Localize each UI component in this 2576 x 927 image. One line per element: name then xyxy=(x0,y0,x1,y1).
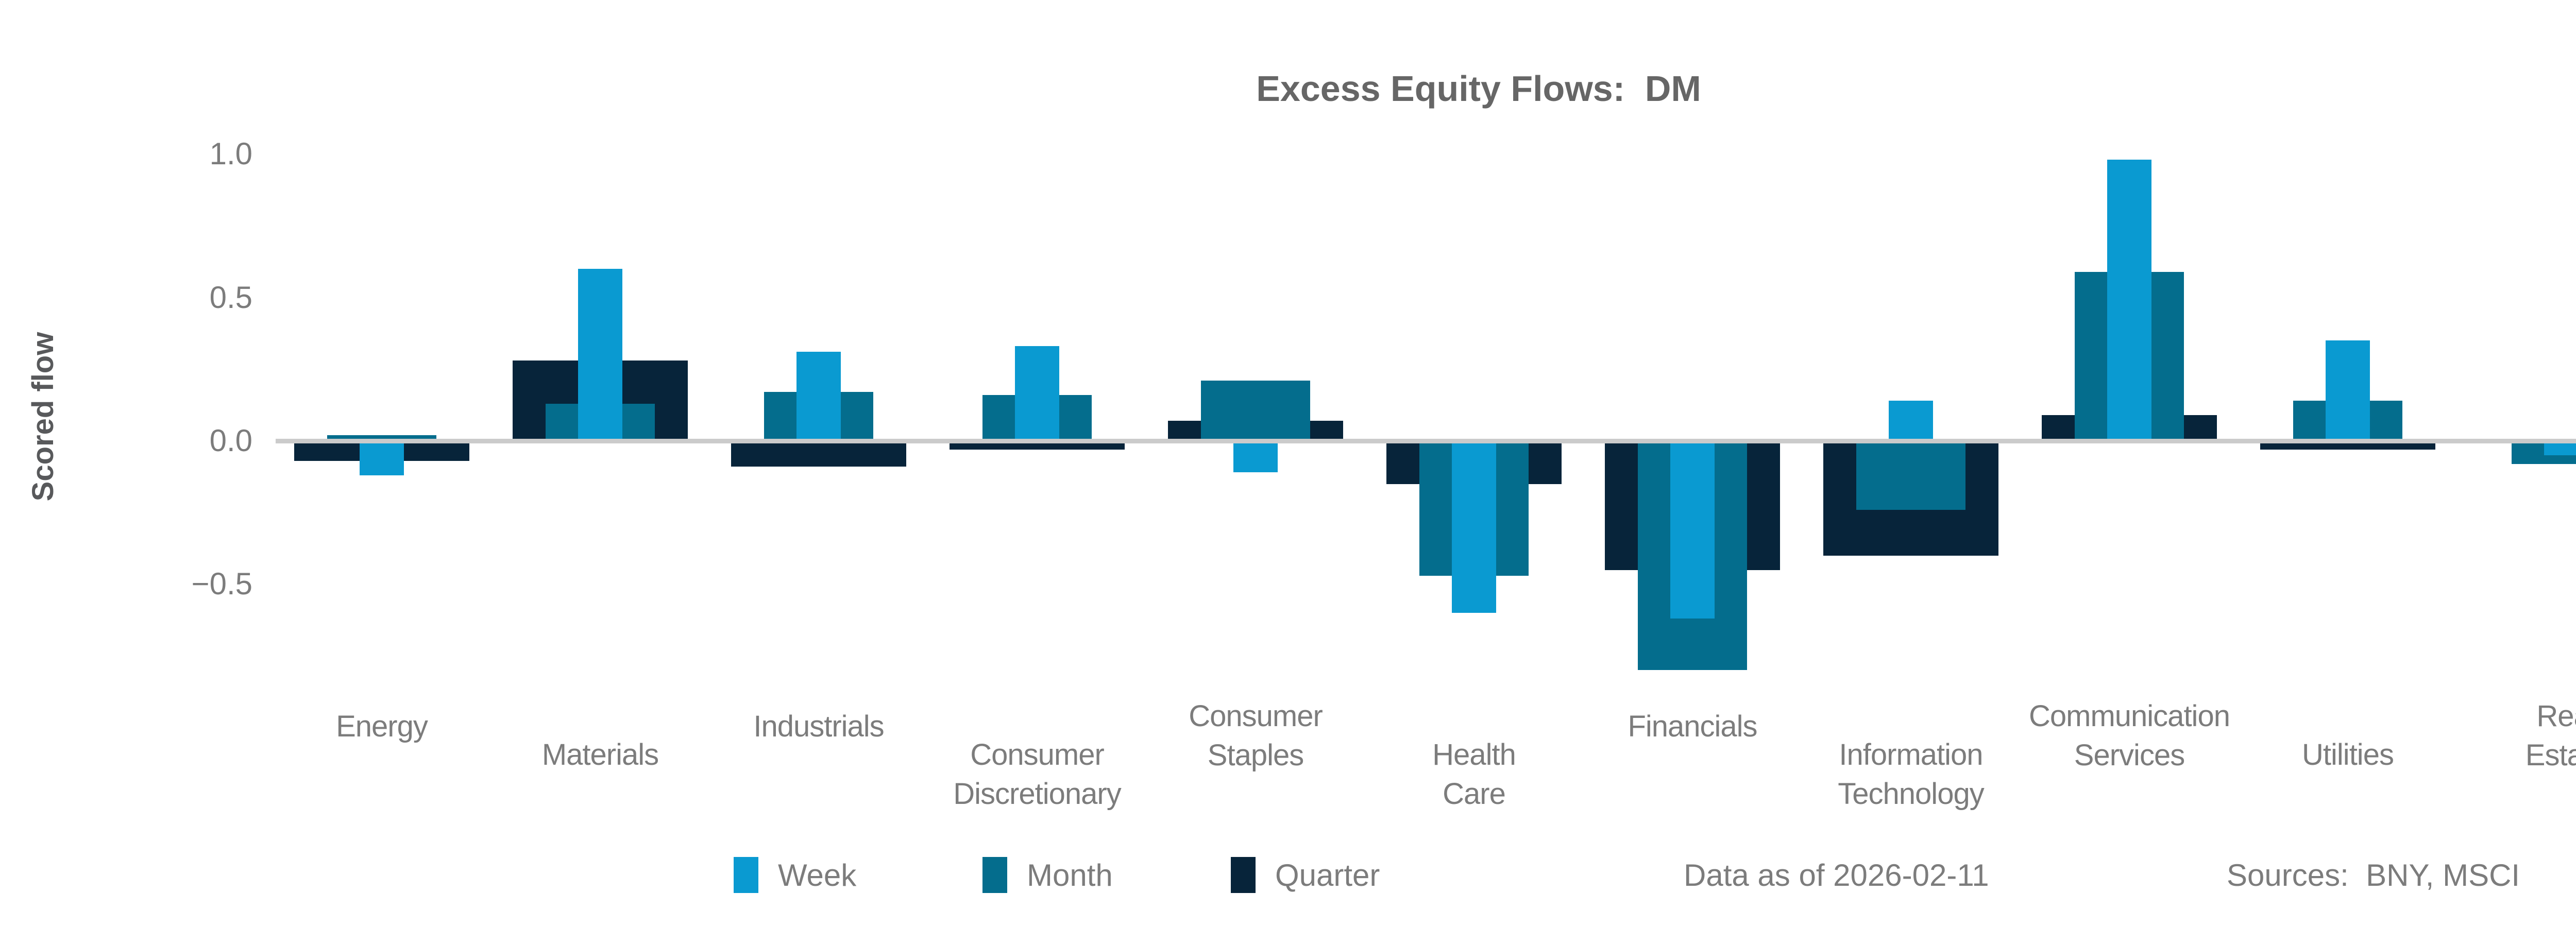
zero-line xyxy=(276,438,2576,443)
bar-consumer-staples-month xyxy=(1201,381,1310,441)
category-label-industrials: Industrials xyxy=(753,710,884,743)
bar-industrials-quarter xyxy=(731,441,906,467)
bar-consumer-staples-week xyxy=(1233,441,1278,473)
category-label-health-care: Health Care xyxy=(1432,738,1516,811)
bar-energy-week xyxy=(360,441,404,475)
legend-label-week: Week xyxy=(778,858,857,892)
footnote-sources: Sources: BNY, MSCI xyxy=(2227,858,2520,892)
y-tick-label: 1.0 xyxy=(209,136,252,171)
legend-swatch-week xyxy=(734,857,758,893)
legend-label-month: Month xyxy=(1027,858,1113,892)
bar-information-technology-month xyxy=(1856,441,1965,510)
bar-utilities-week xyxy=(2326,340,2370,441)
bar-information-technology-week xyxy=(1889,401,1933,441)
legend-item-month: Month xyxy=(982,857,1199,894)
bar-industrials-week xyxy=(796,352,841,441)
category-label-communication-services: Communication Services xyxy=(2029,699,2230,772)
category-label-financials: Financials xyxy=(1628,710,1757,743)
bar-financials-week xyxy=(1670,441,1715,619)
category-label-materials: Materials xyxy=(541,738,659,771)
bar-health-care-week xyxy=(1452,441,1496,613)
chart-title: Excess Equity Flows: DM xyxy=(1256,68,1701,109)
footnote-data-as-of: Data as of 2026-02-11 xyxy=(1684,858,1989,892)
legend-item-quarter: Quarter xyxy=(1231,857,1447,894)
category-label-consumer-staples: Consumer Staples xyxy=(1189,699,1323,772)
bar-communication-services-week xyxy=(2107,160,2151,441)
category-label-utilities: Utilities xyxy=(2302,738,2394,771)
legend-swatch-quarter xyxy=(1231,857,1256,893)
bar-materials-week xyxy=(578,268,622,441)
category-label-consumer-discretionary: Consumer Discretionary xyxy=(953,738,1121,811)
y-tick-label: −0.5 xyxy=(191,566,252,602)
category-label-information-technology: Information Technology xyxy=(1838,738,1984,811)
legend-item-week: Week xyxy=(734,857,950,894)
category-label-energy: Energy xyxy=(336,710,428,743)
y-tick-label: 0.5 xyxy=(209,280,252,315)
bar-real-estate-week xyxy=(2544,441,2576,455)
legend-swatch-month xyxy=(982,857,1007,893)
bar-energy-month xyxy=(327,435,436,441)
category-label-real-estate: RealEstate xyxy=(2525,699,2576,772)
y-axis-label: Scored flow xyxy=(26,332,60,502)
legend-label-quarter: Quarter xyxy=(1275,858,1380,892)
bar-consumer-discretionary-week xyxy=(1015,346,1059,441)
y-tick-label: 0.0 xyxy=(209,423,252,458)
